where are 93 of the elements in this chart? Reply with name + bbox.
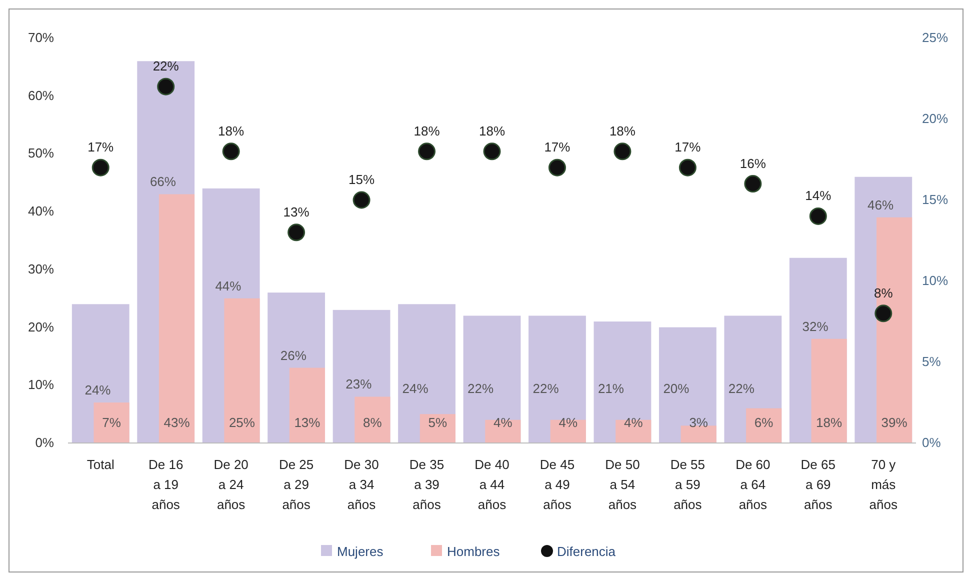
x-tick-label: De 20 a 24 años bbox=[214, 457, 248, 512]
data-label: 17% bbox=[88, 140, 114, 155]
data-label: 18% bbox=[414, 123, 440, 138]
y-tick-label: 20% bbox=[28, 319, 54, 334]
bar bbox=[94, 402, 130, 443]
data-label: 5% bbox=[428, 415, 448, 430]
y2-tick-label: 25% bbox=[922, 30, 948, 45]
data-label: 17% bbox=[674, 140, 702, 155]
data-label: 43% bbox=[164, 415, 190, 430]
data-label: 22% bbox=[728, 381, 755, 396]
y2-tick-label: 5% bbox=[922, 354, 942, 369]
data-label: 44% bbox=[215, 278, 242, 294]
point bbox=[809, 207, 827, 225]
y2-tick-label: 20% bbox=[922, 111, 948, 126]
point bbox=[352, 191, 370, 209]
y2-tick-label: 10% bbox=[922, 273, 948, 288]
legend-label: Diferencia bbox=[557, 544, 616, 559]
x-tick-label: De 40 a 44 años bbox=[474, 457, 510, 512]
data-label: 26% bbox=[280, 348, 307, 363]
data-label: 3% bbox=[689, 415, 708, 430]
y2-tick-label: 15% bbox=[922, 192, 948, 207]
data-label: 22% bbox=[152, 58, 180, 74]
y-tick-label: 70% bbox=[28, 30, 54, 45]
data-label: 20% bbox=[663, 381, 690, 396]
x-tick-label: De 50 a 54 años bbox=[605, 457, 640, 512]
data-label: 18% bbox=[218, 123, 245, 138]
data-label: 18% bbox=[478, 123, 506, 138]
x-tick-label: De 16 a 19 años bbox=[148, 457, 184, 512]
point bbox=[678, 158, 696, 176]
bar bbox=[420, 414, 456, 443]
y-tick-label: 60% bbox=[28, 88, 54, 103]
x-tick-label: De 25 a 29 años bbox=[278, 457, 314, 512]
x-tick-label: De 65 a 69 años bbox=[800, 457, 836, 512]
data-label: 8% bbox=[363, 415, 382, 430]
data-label: 4% bbox=[624, 415, 644, 430]
point bbox=[157, 78, 175, 96]
data-label: 21% bbox=[598, 381, 624, 396]
legend-label: Mujeres bbox=[337, 544, 384, 559]
x-tick-label: De 55 a 59 años bbox=[670, 457, 706, 512]
data-label: 4% bbox=[558, 415, 578, 430]
legend-label: Hombres bbox=[447, 544, 500, 559]
point bbox=[222, 142, 240, 160]
x-tick-label: 70 y más años bbox=[869, 457, 898, 512]
bar bbox=[354, 396, 390, 443]
y-tick-label: 0% bbox=[35, 435, 54, 450]
data-label: 25% bbox=[228, 415, 256, 430]
data-label: 16% bbox=[740, 156, 766, 171]
data-label: 6% bbox=[754, 415, 774, 430]
data-label: 7% bbox=[102, 415, 122, 430]
bar bbox=[658, 327, 716, 443]
x-tick-label: De 30 a 34 años bbox=[344, 457, 379, 512]
data-label: 66% bbox=[150, 174, 176, 190]
data-label: 14% bbox=[805, 188, 832, 204]
data-label: 22% bbox=[532, 381, 560, 396]
point bbox=[92, 158, 110, 176]
y-tick-label: 30% bbox=[28, 261, 54, 276]
data-label: 15% bbox=[348, 172, 375, 187]
data-label: 22% bbox=[468, 381, 494, 396]
y-tick-label: 50% bbox=[28, 146, 54, 161]
x-tick-label: Total bbox=[86, 457, 114, 472]
y-tick-label: 10% bbox=[28, 377, 54, 392]
data-label: 39% bbox=[881, 415, 908, 430]
data-label: 13% bbox=[283, 204, 310, 220]
data-label: 4% bbox=[494, 415, 513, 430]
point bbox=[614, 142, 632, 160]
y-tick-label: 40% bbox=[28, 204, 54, 219]
point bbox=[483, 142, 501, 160]
bar bbox=[289, 368, 326, 443]
data-label: 18% bbox=[609, 123, 636, 138]
data-label: 24% bbox=[84, 382, 112, 398]
x-tick-label: De 60 a 64 años bbox=[736, 457, 770, 512]
data-label: 17% bbox=[544, 140, 571, 155]
y2-tick-label: 0% bbox=[922, 435, 942, 450]
data-label: 8% bbox=[874, 285, 894, 300]
x-tick-label: De 45 a 49 años bbox=[540, 457, 575, 512]
bar bbox=[746, 408, 782, 443]
x-tick-label: De 35 a 39 años bbox=[409, 457, 444, 512]
point bbox=[288, 224, 306, 242]
data-label: 24% bbox=[402, 381, 429, 396]
bar bbox=[811, 338, 847, 443]
bar bbox=[158, 194, 195, 443]
data-label: 46% bbox=[868, 197, 894, 212]
data-label: 32% bbox=[802, 318, 829, 334]
point bbox=[548, 158, 566, 176]
bar bbox=[680, 426, 716, 443]
point bbox=[874, 304, 892, 322]
bar bbox=[224, 298, 260, 443]
data-label: 13% bbox=[294, 415, 321, 430]
data-label: 23% bbox=[346, 376, 372, 392]
point bbox=[418, 142, 436, 160]
point bbox=[744, 175, 762, 193]
bar bbox=[876, 217, 912, 443]
data-label: 18% bbox=[816, 415, 843, 430]
